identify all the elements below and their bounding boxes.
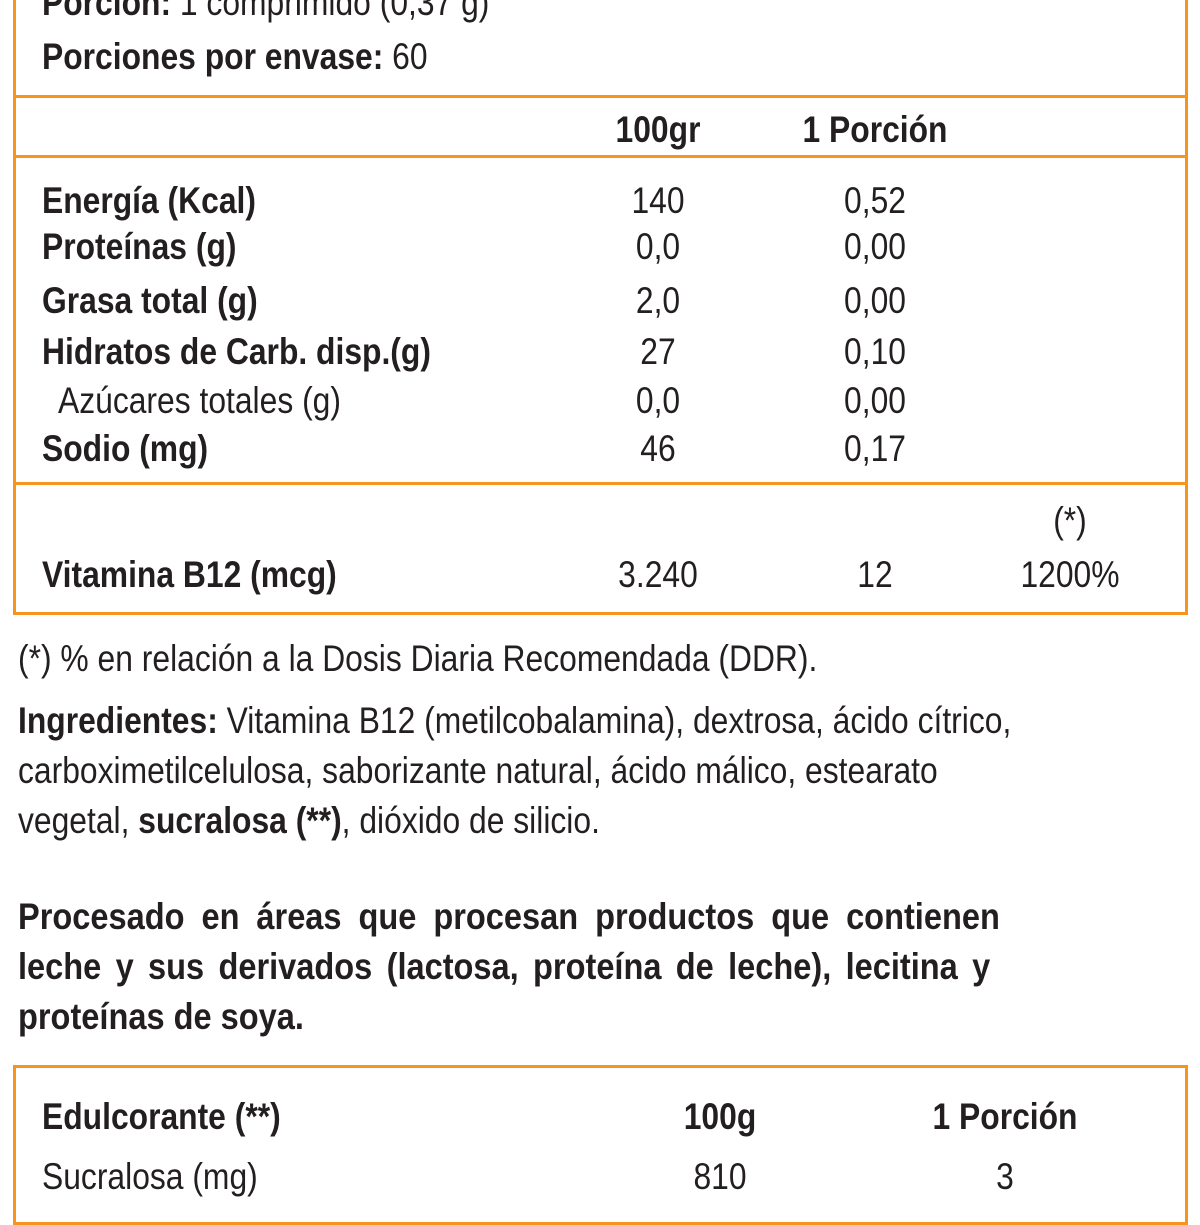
row-value-vitamina-ddr: 1200% — [1020, 554, 1120, 595]
ingredients-line-3: vegetal, sucralosa (**), dióxido de sili… — [18, 800, 600, 841]
divider — [13, 95, 1188, 98]
row-label-azucares: Azúcares totales (g) — [58, 380, 341, 421]
sweetener-row-portion: 3 — [996, 1156, 1014, 1197]
ddr-footnote: (*) % en relación a la Dosis Diaria Reco… — [18, 638, 818, 679]
sweetener-row-label: Sucralosa (mg) — [42, 1156, 258, 1197]
row-value-hidratos-portion: 0,10 — [844, 331, 906, 372]
allergen-line-3: proteínas de soya. — [18, 996, 304, 1037]
nutrition-table — [13, 0, 1188, 615]
divider — [13, 482, 1188, 485]
row-value-azucares-portion: 0,00 — [844, 380, 906, 421]
portion-line: Porción: 1 comprimido (0,37 g) — [42, 0, 562, 21]
column-header-100gr: 100gr — [615, 109, 701, 150]
row-label-hidratos: Hidratos de Carb. disp.(g) — [42, 331, 431, 372]
ingredients-line-2: carboximetilcelulosa, saborizante natura… — [18, 750, 938, 791]
sweetener-header-100g: 100g — [683, 1096, 757, 1137]
servings-value: 60 — [392, 36, 428, 77]
servings-label: Porciones por envase: — [42, 36, 384, 77]
row-value-grasa-100: 2,0 — [635, 280, 681, 321]
sucralosa-highlight: sucralosa (**) — [138, 800, 342, 841]
row-value-vitamina-100: 3.240 — [618, 554, 698, 595]
row-value-sodio-portion: 0,17 — [844, 428, 906, 469]
portion-label: Porción: — [42, 0, 172, 23]
row-value-grasa-portion: 0,00 — [844, 280, 906, 321]
row-value-sodio-100: 46 — [640, 428, 676, 469]
row-label-vitamina-b12: Vitamina B12 (mcg) — [42, 554, 337, 595]
allergen-line-2: leche y sus derivados (lactosa, proteína… — [18, 946, 991, 987]
ingredients-label: Ingredientes: — [18, 700, 218, 741]
row-label-sodio: Sodio (mg) — [42, 428, 209, 469]
sweetener-header-label: Edulcorante (**) — [42, 1096, 281, 1137]
servings-line: Porciones por envase: 60 — [42, 38, 490, 75]
row-value-azucares-100: 0,0 — [635, 380, 681, 421]
row-value-energia-portion: 0,52 — [844, 180, 906, 221]
row-value-hidratos-100: 27 — [640, 331, 676, 372]
row-value-proteinas-portion: 0,00 — [844, 226, 906, 267]
column-header-portion: 1 Porción — [802, 109, 948, 150]
sweetener-table — [13, 1065, 1188, 1225]
row-label-energia: Energía (Kcal) — [42, 180, 256, 221]
row-value-vitamina-portion: 12 — [857, 554, 893, 595]
ddr-marker: (*) — [1053, 500, 1087, 541]
row-label-grasa: Grasa total (g) — [42, 280, 258, 321]
sweetener-row-100g: 810 — [693, 1156, 747, 1197]
allergen-line-1: Procesado en áreas que procesan producto… — [18, 896, 1000, 937]
row-label-proteinas: Proteínas (g) — [42, 226, 237, 267]
ingredients-line-1: Ingredientes: Vitamina B12 (metilcobalam… — [18, 700, 1012, 741]
portion-value: 1 comprimido (0,37 g) — [179, 0, 490, 23]
row-value-proteinas-100: 0,0 — [635, 226, 681, 267]
sweetener-header-portion: 1 Porción — [932, 1096, 1078, 1137]
row-value-energia-100: 140 — [631, 180, 685, 221]
divider — [13, 155, 1188, 158]
